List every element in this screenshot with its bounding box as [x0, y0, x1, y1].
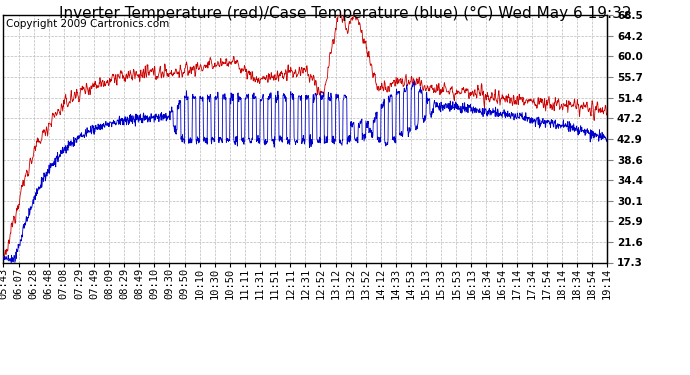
- Text: Inverter Temperature (red)/Case Temperature (blue) (°C) Wed May 6 19:32: Inverter Temperature (red)/Case Temperat…: [59, 6, 631, 21]
- Text: Copyright 2009 Cartronics.com: Copyright 2009 Cartronics.com: [6, 19, 170, 29]
